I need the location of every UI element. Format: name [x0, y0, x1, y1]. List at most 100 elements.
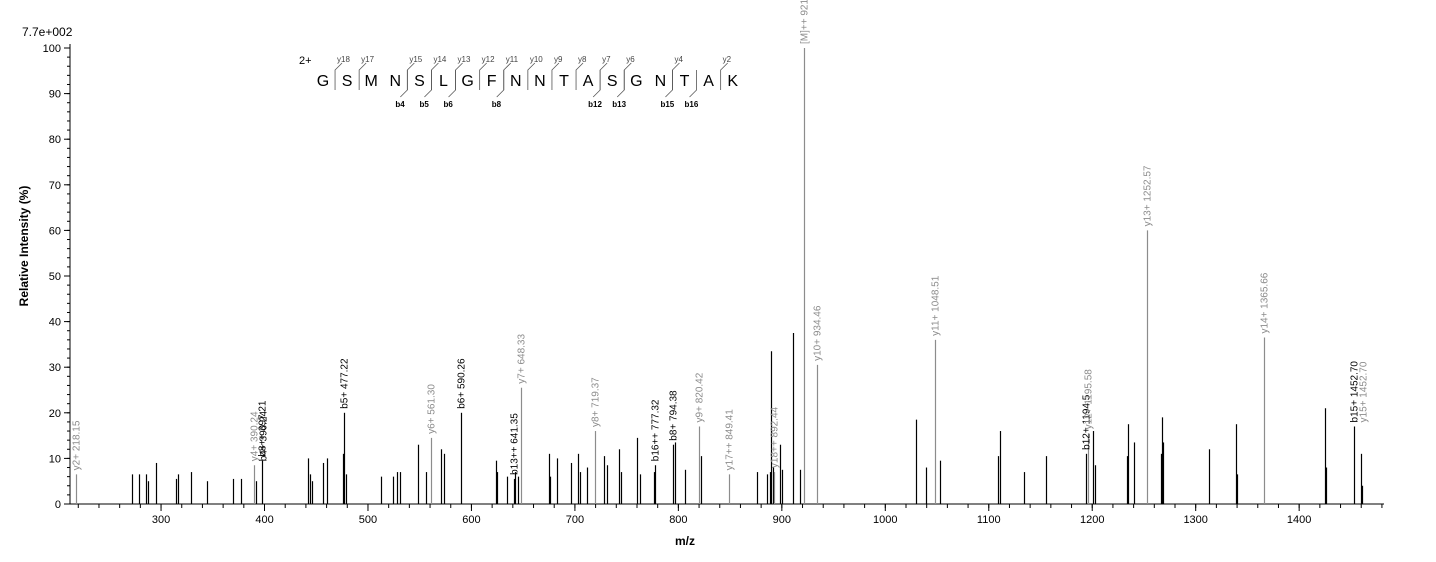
x-axis-label: m/z [675, 534, 695, 548]
y-tick-label: 80 [49, 134, 61, 146]
y-ion-label: y12 [482, 55, 495, 64]
b-ion-bracket [400, 70, 408, 98]
peak-label: y17++ 849.41 [725, 409, 736, 471]
peak-label: [M]++ 921.42 [800, 0, 811, 44]
max-intensity-label: 7.7e+002 [22, 25, 73, 39]
y-tick-label: 40 [49, 317, 61, 329]
y-ion-label: y2 [723, 55, 732, 64]
b-ion-label: b13 [612, 100, 626, 109]
y-ion-bracket [358, 62, 367, 90]
y-ion-label: y18 [337, 55, 350, 64]
b-ion-bracket [689, 70, 697, 98]
peak-label: y6+ 561.30 [427, 384, 438, 434]
labeled-peaks [75, 48, 1356, 504]
peak-label: y4+ 390.24 [250, 411, 261, 461]
x-tick-label: 700 [566, 514, 584, 526]
b-ion-label: b6 [444, 100, 454, 109]
charge-label: 2+ [299, 55, 312, 67]
y-ion-label: y11 [506, 55, 519, 64]
x-tick-label: 300 [152, 514, 170, 526]
b-ion-bracket [424, 70, 432, 98]
peak-label: b12+ 1194.5 [1082, 394, 1093, 450]
sequence-residue: A [583, 73, 594, 90]
peak-label: y12+ 1195.58 [1084, 369, 1095, 430]
sequence-residue: N [655, 73, 667, 90]
sequence-residue: N [534, 73, 546, 90]
peak-label: b6+ 590.26 [457, 358, 468, 409]
sequence-residue: G [461, 73, 473, 90]
x-tick-label: 1100 [977, 514, 1001, 526]
y-tick-label: 30 [49, 362, 61, 374]
x-tick-label: 1000 [873, 514, 897, 526]
y-tick-label: 10 [49, 453, 61, 465]
sequence-residue: T [559, 73, 569, 90]
b-ion-bracket [616, 70, 625, 98]
x-tick-label: 400 [255, 514, 273, 526]
b-ion-label: b5 [419, 100, 429, 109]
sequence-residue: M [365, 73, 378, 90]
peak-label: y9+ 820.42 [695, 372, 706, 422]
y-tick-label: 0 [55, 499, 61, 511]
sequence-residue: N [390, 73, 402, 90]
y-ion-bracket [672, 62, 680, 90]
b-ion-bracket [448, 70, 456, 98]
y-ion-bracket [431, 62, 439, 90]
peak-label: b15+ 1452.70 [1350, 361, 1361, 423]
y-ion-label: y14 [433, 55, 446, 64]
peak-label: b8+ 794.38 [669, 390, 680, 441]
sequence-residue: F [487, 73, 497, 90]
unlabeled-peaks [131, 333, 1364, 504]
y-ion-bracket [527, 62, 536, 90]
x-tick-label: 800 [669, 514, 687, 526]
y-tick-label: 100 [43, 43, 61, 55]
sequence-residue: A [703, 73, 714, 90]
b-ion-bracket [592, 70, 601, 98]
b-ion-label: b16 [685, 100, 699, 109]
y-tick-label: 20 [49, 408, 61, 420]
b-ion-bracket [665, 70, 673, 98]
y-tick-label: 50 [49, 271, 61, 283]
y-ion-label: y10 [530, 55, 543, 64]
sequence-residue: N [510, 73, 522, 90]
x-tick-label: 1200 [1080, 514, 1104, 526]
peak-label: y7+ 648.33 [517, 334, 528, 384]
y-ion-label: y6 [626, 55, 635, 64]
sequence-residue: S [414, 73, 425, 90]
y-ion-label: y8 [578, 55, 587, 64]
y-ion-label: y9 [554, 55, 563, 64]
x-tick-label: 600 [462, 514, 480, 526]
axes: 300 400 500 600 700 800 900 1000 1100 1200 1300 140… [43, 43, 1384, 526]
y-tick-label: 70 [49, 180, 61, 192]
y-axis-label: Relative Intensity (%) [17, 186, 31, 307]
b-ion-label: b4 [395, 100, 405, 109]
sequence-residue: S [607, 73, 618, 90]
peak-label: y2+ 218.15 [72, 420, 83, 470]
y-ion-bracket [720, 62, 728, 90]
y-ion-label: y7 [602, 55, 611, 64]
peak-label: b16++ 777.32 [651, 399, 662, 461]
y-tick-label: 60 [49, 225, 61, 237]
y-ion-label: y4 [674, 55, 683, 64]
peak-label: y8+ 719.37 [591, 377, 602, 427]
peak-label: y10+ 934.46 [813, 305, 824, 361]
peak-label: y13+ 1252.57 [1143, 165, 1154, 226]
peak-label: y14+ 1365.66 [1260, 272, 1271, 333]
y-ion-label: y13 [458, 55, 471, 64]
peak-label: b13++ 641.35 [510, 413, 521, 475]
sequence-residue: G [317, 73, 329, 90]
sequence-residue: S [342, 73, 353, 90]
y-tick-label: 90 [49, 89, 61, 101]
y-ion-label: y15 [409, 55, 422, 64]
sequence-residue: G [630, 73, 642, 90]
x-tick-label: 1300 [1183, 514, 1207, 526]
x-tick-label: 900 [773, 514, 791, 526]
b-ion-label: b12 [588, 100, 602, 109]
x-tick-label: 1400 [1287, 514, 1311, 526]
y-ion-bracket [551, 62, 560, 90]
peak-label: y11+ 1048.51 [931, 275, 942, 336]
sequence-residue: T [680, 73, 690, 90]
y-ion-label: y17 [361, 55, 374, 64]
